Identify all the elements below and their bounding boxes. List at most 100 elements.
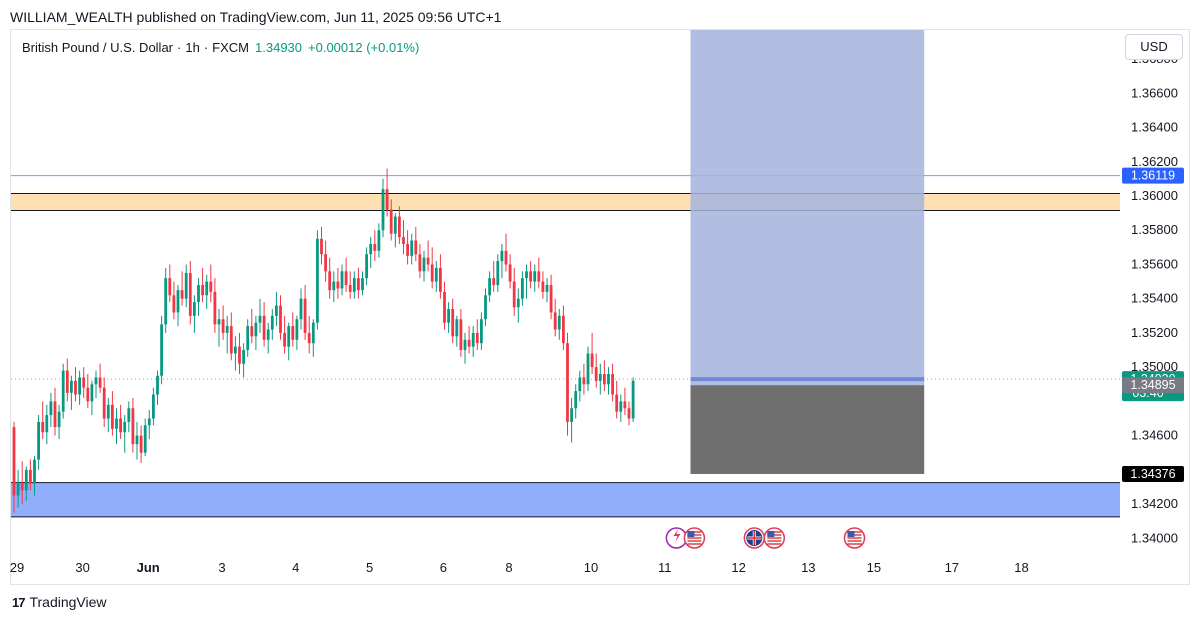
- candle-body: [164, 278, 168, 325]
- candle-body: [631, 380, 635, 419]
- candle: [381, 178, 385, 238]
- us-flag-event-icon[interactable]: [763, 527, 786, 549]
- candle-body: [94, 377, 98, 385]
- y-tick-label: 1.36400: [1131, 120, 1178, 135]
- candle-body: [279, 305, 282, 333]
- candle: [12, 421, 16, 513]
- candle: [320, 226, 323, 265]
- candle-body: [459, 319, 463, 351]
- candle-body: [566, 343, 569, 422]
- candle: [266, 322, 270, 354]
- candle: [533, 264, 537, 292]
- candle: [152, 387, 155, 426]
- candle-body: [471, 332, 475, 347]
- candle: [106, 397, 110, 433]
- candle: [131, 397, 135, 453]
- candle-body: [193, 302, 196, 316]
- candle: [611, 363, 614, 402]
- y-tick-label: 1.35600: [1131, 256, 1178, 271]
- candle-body: [422, 257, 426, 272]
- candle: [246, 319, 250, 357]
- candle-body: [65, 370, 69, 393]
- events-layer: [665, 527, 866, 549]
- event-badge-ring: [665, 527, 688, 549]
- candle: [287, 322, 291, 361]
- candle-body: [377, 230, 381, 251]
- candle-body: [352, 278, 356, 292]
- legend-change: +0.00012 (+0.01%): [308, 40, 420, 55]
- us-flag-event-icon[interactable]: [843, 527, 866, 549]
- candle-body: [492, 278, 496, 286]
- candle-body: [90, 384, 94, 402]
- candle: [295, 315, 299, 351]
- candle-body: [266, 329, 270, 340]
- candle: [176, 285, 180, 327]
- candle: [348, 271, 352, 299]
- candle: [135, 421, 139, 460]
- candle-body: [168, 278, 172, 296]
- candle: [352, 271, 356, 299]
- candle-body: [525, 271, 528, 279]
- x-tick-label: 10: [584, 560, 598, 575]
- candle: [90, 380, 94, 416]
- candle: [250, 308, 254, 344]
- candle: [94, 370, 98, 398]
- candle: [316, 230, 319, 330]
- candle: [492, 261, 496, 292]
- chart-frame: [10, 29, 1190, 585]
- candle-body: [53, 401, 57, 428]
- uk-flag-event-icon[interactable]: [743, 527, 766, 549]
- candle-body: [160, 324, 163, 376]
- candle-body: [406, 243, 409, 256]
- candle: [562, 305, 565, 351]
- x-axis: 29 30 Jun 3 4 5 6 8 10 11 12 13 15 17 18: [10, 560, 1029, 575]
- candle-body: [508, 264, 512, 282]
- candle-body: [336, 281, 340, 289]
- candle-body: [627, 408, 631, 419]
- candle: [172, 281, 176, 320]
- candle: [201, 267, 204, 303]
- candle: [16, 469, 20, 508]
- symbol-legend[interactable]: British Pound / U.S. Dollar · 1h · FXCM 1.349…: [20, 40, 422, 55]
- candle-body: [496, 261, 500, 286]
- y-tick-label: 1.34200: [1131, 496, 1178, 511]
- lightning-icon: [673, 529, 681, 542]
- candle: [221, 305, 225, 340]
- candle: [578, 370, 582, 402]
- candle-body: [418, 254, 422, 272]
- candle: [570, 397, 573, 443]
- footer-branding[interactable]: 17 TradingView: [12, 594, 107, 610]
- candle-body: [480, 319, 483, 344]
- candle-body: [303, 298, 307, 333]
- candle-body: [176, 290, 180, 313]
- candle-body: [131, 408, 135, 445]
- currency-button[interactable]: USD: [1125, 34, 1183, 60]
- candle-body: [549, 285, 553, 313]
- candle-body: [299, 298, 303, 320]
- candle-body: [295, 319, 299, 340]
- x-tick-label: Jun: [137, 560, 160, 575]
- candle-body: [414, 240, 418, 255]
- candle: [262, 302, 266, 347]
- candle: [549, 274, 553, 320]
- published-line: WILLIAM_WEALTH published on TradingView.…: [10, 9, 502, 25]
- price-label-text: 1.34376: [1130, 467, 1175, 481]
- us-flag-event-icon[interactable]: [683, 527, 706, 549]
- candle: [238, 332, 241, 375]
- candle-body: [324, 254, 327, 272]
- candle: [414, 226, 418, 262]
- candle-body: [221, 319, 225, 333]
- candle: [369, 237, 373, 268]
- candle-body: [594, 367, 598, 381]
- candle: [147, 409, 151, 440]
- candle-body: [434, 267, 438, 282]
- candle: [70, 375, 73, 410]
- candle-body: [57, 411, 61, 428]
- candle-body: [270, 315, 274, 330]
- candle-body: [197, 285, 200, 303]
- candle-body: [529, 271, 532, 282]
- candle-body: [33, 459, 36, 484]
- y-tick-label: 1.35200: [1131, 325, 1178, 340]
- candle: [37, 415, 40, 470]
